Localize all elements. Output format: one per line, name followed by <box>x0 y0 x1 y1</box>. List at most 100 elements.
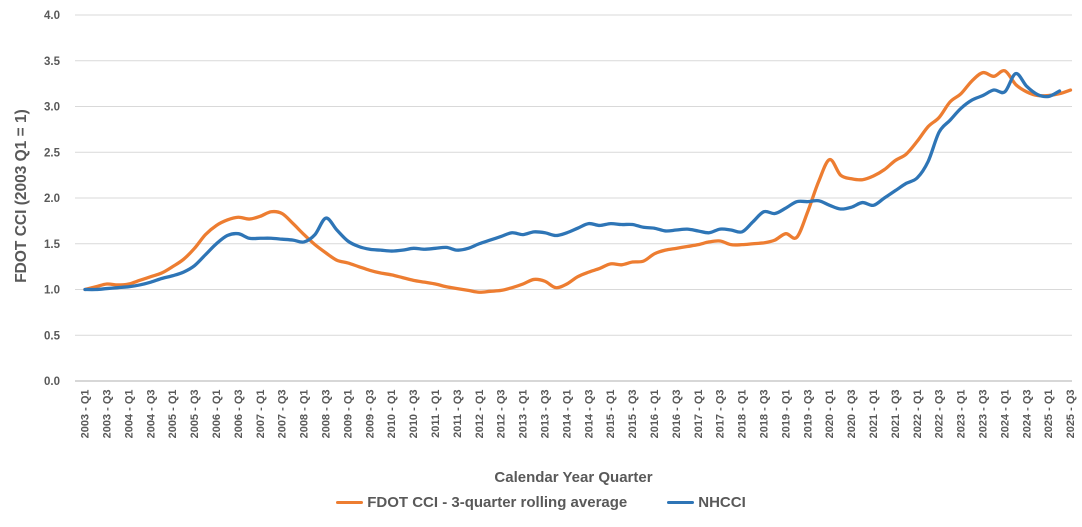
x-tick-label: 2021 - Q1 <box>868 390 880 439</box>
x-tick: 2011 - Q1 <box>430 390 442 438</box>
y-tick-label: 2.0 <box>44 193 60 205</box>
x-tick: 2024 - Q3 <box>1021 390 1033 439</box>
x-tick-label: 2006 - Q3 <box>233 390 245 439</box>
legend-item-nhcci: NHCCI <box>667 494 746 511</box>
x-tick-label: 2010 - Q3 <box>408 390 420 439</box>
y-tick-label: 4.0 <box>44 10 60 22</box>
x-tick-label: 2022 - Q1 <box>912 390 924 439</box>
nhcci-series-line <box>83 71 1062 292</box>
x-tick-label: 2016 - Q3 <box>671 390 683 439</box>
x-tick: 2014 - Q3 <box>583 390 595 439</box>
x-tick: 2012 - Q3 <box>496 390 508 439</box>
x-tick: 2019 - Q3 <box>802 390 814 439</box>
x-tick: 2006 - Q3 <box>233 390 245 439</box>
legend-label: NHCCI <box>698 494 746 511</box>
y-tick-label: 0.0 <box>44 376 60 388</box>
x-tick: 2008 - Q3 <box>321 390 333 439</box>
fdot-series-swatch-icon <box>336 500 364 505</box>
x-tick: 2004 - Q1 <box>123 390 135 439</box>
x-tick: 2022 - Q3 <box>934 390 946 439</box>
fdot-cci-series-line <box>83 69 1073 294</box>
x-tick-label: 2017 - Q1 <box>693 390 705 439</box>
x-tick-label: 2018 - Q3 <box>759 390 771 439</box>
chart-legend: FDOT CCI - 3-quarter rolling average NHC… <box>0 494 1082 511</box>
x-tick: 2003 - Q3 <box>102 390 114 439</box>
x-tick-label: 2008 - Q3 <box>321 390 333 439</box>
x-tick-label: 2018 - Q1 <box>737 390 749 439</box>
x-tick: 2005 - Q3 <box>189 390 201 439</box>
x-tick: 2003 - Q1 <box>80 390 92 439</box>
x-tick: 2009 - Q3 <box>364 390 376 439</box>
x-tick: 2012 - Q1 <box>474 390 486 439</box>
x-tick-label: 2025 - Q3 <box>1065 390 1077 439</box>
x-tick: 2021 - Q3 <box>890 390 902 439</box>
legend-label: FDOT CCI - 3-quarter rolling average <box>367 494 628 511</box>
x-tick-label: 2015 - Q3 <box>627 390 639 439</box>
x-tick-label: 2013 - Q3 <box>540 390 552 439</box>
x-tick-label: 2020 - Q1 <box>824 390 836 439</box>
legend-item-fdot-cci: FDOT CCI - 3-quarter rolling average <box>336 494 627 511</box>
x-tick-label: 2019 - Q1 <box>780 390 792 439</box>
x-tick-label: 2015 - Q1 <box>605 390 617 439</box>
y-tick-label: 1.5 <box>44 239 61 251</box>
x-tick-label: 2023 - Q1 <box>956 390 968 439</box>
x-tick: 2015 - Q3 <box>627 390 639 439</box>
x-tick-label: 2016 - Q1 <box>649 390 661 439</box>
x-tick-label: 2023 - Q3 <box>978 390 990 439</box>
x-tick: 2024 - Q1 <box>999 390 1011 439</box>
x-tick-label: 2019 - Q3 <box>802 390 814 439</box>
x-tick-label: 2012 - Q1 <box>474 390 486 439</box>
x-tick-label: 2017 - Q3 <box>715 390 727 439</box>
x-tick-label: 2014 - Q3 <box>583 390 595 439</box>
x-tick: 2025 - Q3 <box>1065 390 1077 439</box>
y-axis-title: FDOT CCI (2003 Q1 = 1) <box>13 109 30 283</box>
x-tick-label: 2007 - Q3 <box>277 390 289 439</box>
x-tick: 2008 - Q1 <box>299 390 311 439</box>
x-tick: 2015 - Q1 <box>605 390 617 439</box>
x-tick-label: 2005 - Q3 <box>189 390 201 439</box>
x-tick: 2004 - Q3 <box>145 390 157 439</box>
x-tick: 2013 - Q3 <box>540 390 552 439</box>
x-tick-label: 2020 - Q3 <box>846 390 858 439</box>
x-tick: 2006 - Q1 <box>211 390 223 439</box>
x-tick: 2025 - Q1 <box>1043 390 1055 439</box>
x-tick: 2019 - Q1 <box>780 390 792 439</box>
x-tick-label: 2005 - Q1 <box>167 390 179 439</box>
x-tick: 2020 - Q1 <box>824 390 836 439</box>
x-tick-label: 2007 - Q1 <box>255 390 267 439</box>
x-tick: 2007 - Q1 <box>255 390 267 439</box>
y-tick-label: 1.0 <box>44 285 60 297</box>
x-tick-label: 2003 - Q3 <box>102 390 114 439</box>
y-tick-label: 2.5 <box>44 147 61 159</box>
x-tick: 2022 - Q1 <box>912 390 924 439</box>
x-tick-label: 2006 - Q1 <box>211 390 223 439</box>
x-tick: 2021 - Q1 <box>868 390 880 439</box>
x-tick: 2017 - Q1 <box>693 390 705 439</box>
x-tick: 2013 - Q1 <box>518 390 530 439</box>
x-tick-label: 2009 - Q3 <box>364 390 376 439</box>
x-tick-label: 2012 - Q3 <box>496 390 508 439</box>
x-tick: 2009 - Q1 <box>342 390 354 439</box>
nhcci-series-swatch-icon <box>667 500 695 505</box>
x-tick: 2011 - Q3 <box>452 390 464 438</box>
x-tick: 2018 - Q1 <box>737 390 749 439</box>
x-tick: 2010 - Q3 <box>408 390 420 439</box>
y-tick-label: 3.5 <box>44 56 61 68</box>
x-tick: 2010 - Q1 <box>386 390 398 439</box>
x-tick-label: 2013 - Q1 <box>518 390 530 439</box>
x-tick-label: 2008 - Q1 <box>299 390 311 439</box>
x-tick-label: 2009 - Q1 <box>342 390 354 439</box>
x-tick-label: 2004 - Q1 <box>123 390 135 439</box>
x-tick-label: 2024 - Q3 <box>1021 390 1033 439</box>
x-tick: 2018 - Q3 <box>759 390 771 439</box>
x-tick: 2014 - Q1 <box>561 390 573 439</box>
x-tick: 2016 - Q3 <box>671 390 683 439</box>
x-tick: 2007 - Q3 <box>277 390 289 439</box>
x-tick-label: 2011 - Q1 <box>430 390 442 438</box>
x-tick: 2023 - Q3 <box>978 390 990 439</box>
x-tick: 2016 - Q1 <box>649 390 661 439</box>
x-tick-label: 2022 - Q3 <box>934 390 946 439</box>
x-tick: 2005 - Q1 <box>167 390 179 439</box>
